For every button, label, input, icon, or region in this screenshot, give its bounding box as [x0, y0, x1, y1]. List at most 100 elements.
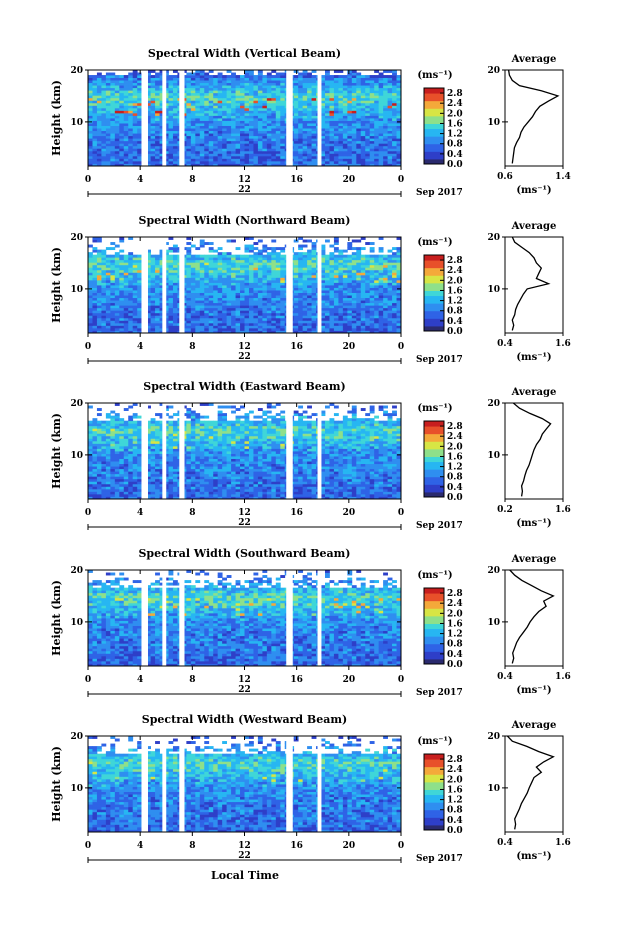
data-gap	[286, 237, 293, 333]
data-gap	[179, 70, 185, 166]
data-gap	[179, 403, 185, 499]
colorbar-segment	[424, 595, 444, 599]
colorbar-segment	[424, 295, 444, 299]
date-label: Sep 2017	[416, 688, 463, 698]
colorbar-segment	[424, 481, 444, 485]
data-gap	[141, 570, 148, 666]
data-gap	[286, 570, 293, 666]
colorbar-segment	[424, 648, 444, 652]
colorbar-segment	[424, 817, 444, 821]
x-tick-label: 8	[189, 675, 195, 685]
profile-x-tick-label: 0.4	[497, 838, 513, 848]
colorbar-segment	[424, 789, 444, 793]
x-tick-label: 4	[137, 675, 143, 685]
colorbar-segment	[424, 479, 444, 483]
colorbar-segment	[424, 148, 444, 152]
colorbar-segment	[424, 590, 444, 594]
x-tick-label: 20	[343, 175, 356, 185]
colorbar-segment	[424, 143, 444, 147]
colorbar-segment	[424, 318, 444, 322]
colorbar-segment	[424, 151, 444, 155]
colorbar-segment	[424, 774, 444, 778]
colorbar-segment	[424, 315, 444, 319]
colorbar-segment	[424, 451, 444, 455]
date-label: Sep 2017	[416, 355, 463, 365]
colorbar-segment	[424, 431, 444, 435]
x-tick-label: 0	[85, 342, 91, 352]
colorbar-segment	[424, 794, 444, 798]
data-gap	[162, 403, 167, 499]
x-tick-label: 12	[238, 508, 251, 518]
colorbar-segment	[424, 494, 444, 498]
colorbar-unit: (ms⁻¹)	[417, 570, 452, 581]
colorbar-segment	[424, 158, 444, 162]
colorbar-segment	[424, 98, 444, 102]
colorbar-segment	[424, 754, 444, 758]
colorbar-segment	[424, 610, 444, 614]
colorbar-segment	[424, 797, 444, 801]
colorbar-segment	[424, 600, 444, 604]
profile-y-tick-label: 20	[487, 566, 500, 576]
profile-line	[509, 569, 555, 664]
profile-frame	[504, 735, 564, 833]
colorbar-segment	[424, 328, 444, 332]
profile-title: Average	[511, 720, 557, 731]
colorbar-segment	[424, 646, 444, 650]
colorbar-segment	[424, 95, 444, 99]
profile-x-label: (ms⁻¹)	[516, 685, 551, 696]
profile-title: Average	[511, 54, 557, 65]
colorbar-segment	[424, 628, 444, 632]
profile-x-tick-label: 1.6	[555, 339, 571, 349]
colorbar-segment	[424, 265, 444, 269]
colorbar-segment	[424, 120, 444, 124]
colorbar-segment	[424, 443, 444, 447]
colorbar-segment	[424, 287, 444, 291]
colorbar-segment	[424, 141, 444, 145]
date-label: Sep 2017	[416, 521, 463, 531]
x-tick-label: 8	[189, 342, 195, 352]
y-tick-label: 10	[70, 285, 83, 295]
x-tick-label: 20	[343, 342, 356, 352]
colorbar-tick-label: 0.0	[447, 327, 463, 337]
colorbar-segment	[424, 133, 444, 137]
y-tick-label: 20	[70, 566, 83, 576]
y-tick-label: 20	[70, 399, 83, 409]
x-tick-label: 0	[85, 675, 91, 685]
colorbar-segment	[424, 282, 444, 286]
y-axis-label: Height (km)	[50, 580, 63, 656]
data-gap	[162, 237, 167, 333]
y-tick-label: 20	[70, 66, 83, 76]
x-tick-label: 0	[398, 675, 404, 685]
colorbar-segment	[424, 267, 444, 271]
colorbar-segment	[424, 776, 444, 780]
colorbar-segment	[424, 441, 444, 445]
colorbar-tick-label: 2.4	[447, 432, 463, 442]
colorbar-segment	[424, 756, 444, 760]
colorbar-segment	[424, 618, 444, 622]
colorbar-segment	[424, 593, 444, 597]
profile-y-tick-label: 10	[487, 285, 500, 295]
x-tick-label: 12	[238, 841, 251, 851]
colorbar-segment	[424, 298, 444, 302]
profile-x-label: (ms⁻¹)	[516, 518, 551, 529]
day-label: 22	[238, 185, 251, 195]
profile-x-tick-label: 0.2	[497, 505, 513, 515]
colorbar-segment	[424, 786, 444, 790]
colorbar-segment	[424, 100, 444, 104]
x-tick-label: 0	[398, 508, 404, 518]
colorbar-segment	[424, 461, 444, 465]
colorbar-segment	[424, 280, 444, 284]
colorbar-segment	[424, 661, 444, 665]
colorbar-tick-label: 0.0	[447, 826, 463, 836]
colorbar-segment	[424, 822, 444, 826]
colorbar-segment	[424, 436, 444, 440]
colorbar-segment	[424, 464, 444, 468]
colorbar-segment	[424, 474, 444, 478]
colorbar-segment	[424, 588, 444, 592]
profile-line	[511, 236, 551, 331]
profile-x-label: (ms⁻¹)	[516, 185, 551, 196]
colorbar-segment	[424, 615, 444, 619]
x-tick-label: 16	[290, 342, 303, 352]
date-label: Sep 2017	[416, 188, 463, 198]
